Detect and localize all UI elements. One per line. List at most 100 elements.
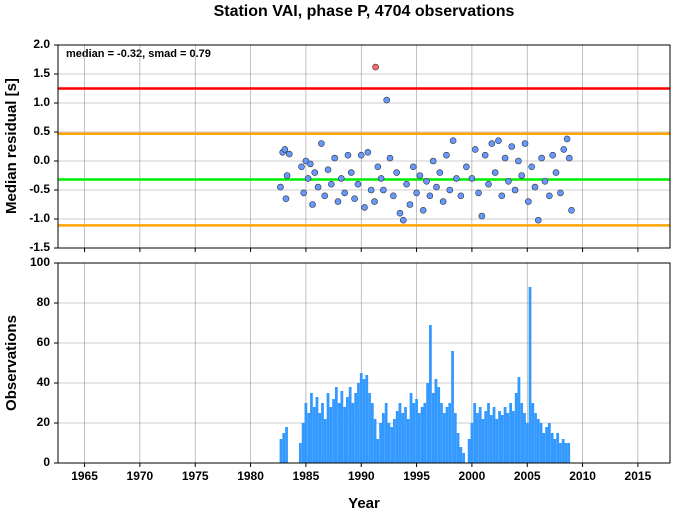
x-tick-label: 1995 bbox=[403, 469, 430, 483]
bar bbox=[487, 403, 490, 463]
bar bbox=[354, 393, 358, 463]
bar bbox=[426, 383, 430, 463]
bar bbox=[484, 411, 488, 463]
bar bbox=[503, 407, 507, 463]
point bbox=[406, 201, 414, 208]
point bbox=[560, 146, 568, 153]
x-tick-label: 1975 bbox=[182, 469, 209, 483]
point bbox=[511, 186, 519, 194]
point bbox=[351, 195, 358, 202]
x-axis-label: Year bbox=[348, 495, 380, 511]
bar bbox=[564, 443, 568, 463]
bar bbox=[357, 383, 360, 463]
point bbox=[357, 151, 365, 159]
x-tick-label: 1970 bbox=[127, 469, 154, 483]
point bbox=[525, 198, 532, 205]
bar bbox=[528, 287, 532, 463]
bar bbox=[451, 351, 454, 463]
point bbox=[283, 172, 291, 179]
point bbox=[521, 140, 529, 147]
bar bbox=[559, 443, 562, 463]
point bbox=[383, 96, 390, 104]
bar bbox=[509, 403, 513, 463]
point bbox=[282, 195, 290, 202]
plot-frame bbox=[57, 44, 671, 249]
bar bbox=[398, 403, 402, 463]
point bbox=[386, 154, 394, 162]
point bbox=[309, 201, 316, 208]
point bbox=[488, 140, 496, 147]
x-tick-label: 1980 bbox=[237, 469, 264, 483]
point bbox=[413, 189, 420, 197]
point bbox=[314, 183, 322, 191]
bar bbox=[420, 407, 424, 463]
point bbox=[546, 192, 553, 200]
bar bbox=[365, 375, 369, 463]
bar bbox=[401, 413, 405, 463]
bar bbox=[334, 387, 338, 463]
bar bbox=[362, 379, 366, 463]
point bbox=[304, 175, 312, 182]
bar bbox=[467, 439, 471, 463]
bar bbox=[373, 419, 377, 463]
point bbox=[563, 135, 571, 143]
bar bbox=[326, 393, 330, 463]
bar bbox=[310, 393, 313, 463]
bar bbox=[312, 407, 316, 463]
point bbox=[481, 151, 489, 159]
point bbox=[446, 186, 454, 194]
x-tick-label: 2010 bbox=[569, 469, 596, 483]
bar bbox=[301, 423, 305, 463]
point bbox=[347, 169, 355, 176]
point bbox=[277, 183, 284, 191]
bar bbox=[318, 413, 322, 463]
point bbox=[433, 183, 440, 191]
bar bbox=[368, 393, 371, 463]
point bbox=[374, 163, 382, 171]
point bbox=[318, 140, 325, 147]
point bbox=[416, 172, 424, 179]
bar bbox=[456, 433, 460, 463]
point bbox=[344, 151, 352, 159]
point bbox=[495, 137, 502, 144]
point bbox=[453, 175, 460, 182]
bar bbox=[340, 391, 344, 463]
y-tick-label: -1.5 bbox=[29, 240, 50, 254]
bar bbox=[462, 453, 465, 463]
y-tick-label: 80 bbox=[37, 295, 51, 309]
point bbox=[552, 169, 560, 176]
bar bbox=[415, 399, 418, 463]
bar bbox=[395, 411, 399, 463]
point bbox=[463, 163, 470, 171]
bar bbox=[514, 393, 518, 463]
point bbox=[372, 63, 379, 71]
bar bbox=[321, 403, 324, 463]
point bbox=[528, 163, 535, 171]
point bbox=[328, 180, 335, 188]
bar bbox=[495, 419, 499, 463]
point bbox=[515, 157, 522, 165]
chart-title: Station VAI, phase P, 4704 observations bbox=[214, 3, 515, 20]
point bbox=[307, 160, 314, 168]
point bbox=[371, 198, 378, 205]
x-tick-label: 1990 bbox=[348, 469, 375, 483]
point bbox=[471, 146, 479, 153]
point bbox=[541, 178, 549, 185]
point bbox=[535, 216, 542, 224]
bar bbox=[459, 447, 463, 463]
x-tick-label: 1985 bbox=[293, 469, 320, 483]
x-tick-label: 2005 bbox=[514, 469, 541, 483]
bar bbox=[553, 439, 557, 463]
y-tick-label: 40 bbox=[37, 375, 51, 389]
y-tick-label: 1.5 bbox=[33, 66, 50, 80]
point bbox=[285, 150, 293, 158]
bar bbox=[473, 403, 477, 463]
bar bbox=[304, 403, 308, 463]
bar bbox=[437, 387, 441, 463]
point bbox=[505, 178, 512, 185]
bar bbox=[561, 439, 565, 463]
bar bbox=[434, 379, 438, 463]
point bbox=[565, 154, 573, 162]
bar bbox=[384, 403, 388, 463]
point bbox=[409, 163, 417, 171]
